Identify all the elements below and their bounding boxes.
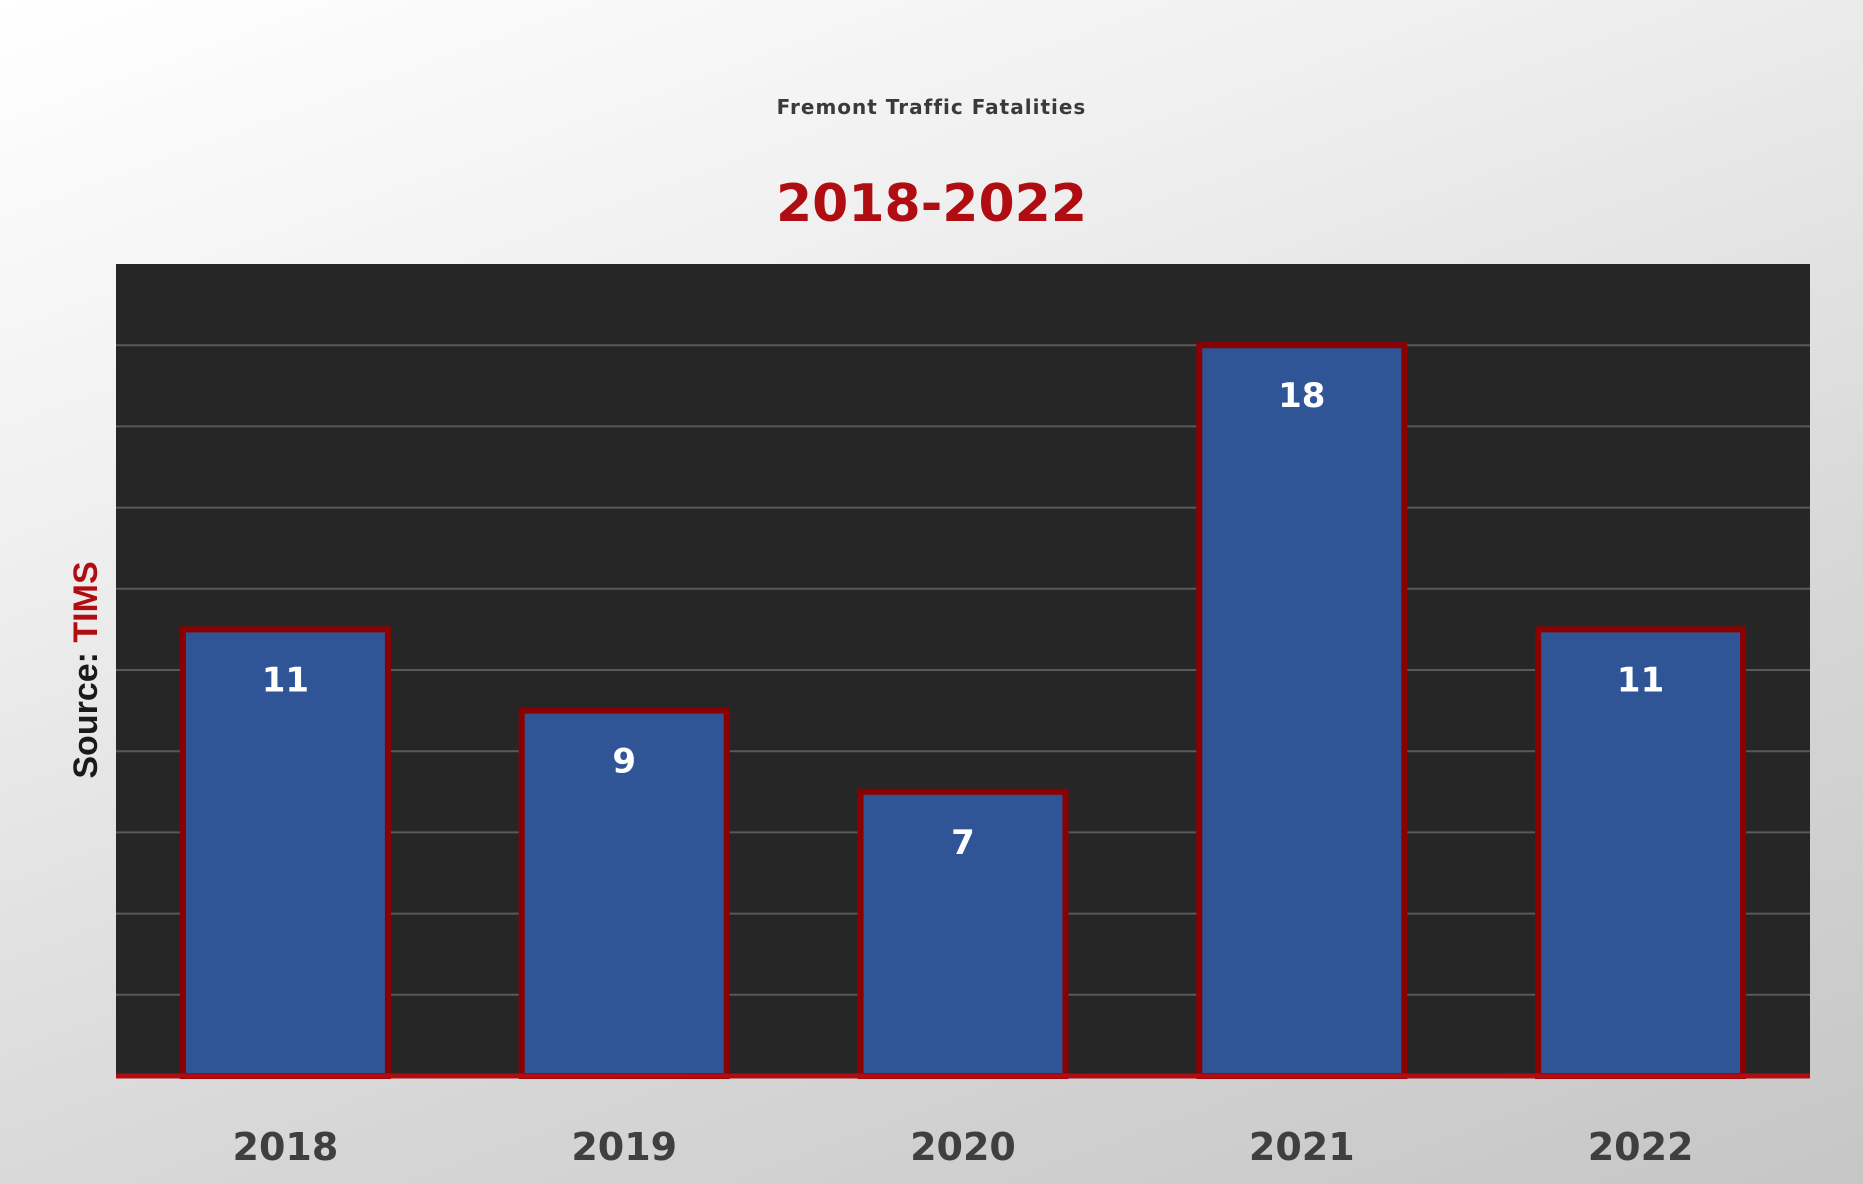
x-tick-label-2020: 2020 — [910, 1125, 1016, 1169]
data-label-2018: 11 — [262, 660, 309, 700]
gridlines — [116, 344, 1810, 996]
data-labels: 11 9 7 18 11 — [262, 376, 1665, 863]
data-label-2022: 11 — [1617, 660, 1664, 700]
data-label-2019: 9 — [612, 742, 636, 782]
data-label-2020: 7 — [951, 823, 975, 863]
x-tick-label-2021: 2021 — [1249, 1125, 1355, 1169]
x-tick-label-2022: 2022 — [1588, 1125, 1694, 1169]
chart-title: Fremont Traffic Fatalities — [776, 95, 1087, 119]
bar-2020 — [857, 788, 1069, 1079]
x-axis-ticks: 2018 2019 2020 2021 2022 — [233, 1125, 1694, 1169]
bar-2018 — [179, 626, 391, 1080]
x-tick-label-2018: 2018 — [233, 1125, 339, 1169]
bar-2019 — [518, 707, 730, 1079]
bars — [179, 342, 1747, 1080]
bar-2022 — [1535, 626, 1747, 1080]
x-tick-label-2019: 2019 — [571, 1125, 677, 1169]
chart-subtitle: 2018-2022 — [775, 174, 1088, 234]
bar-2021 — [1196, 342, 1408, 1079]
data-label-2021: 18 — [1278, 376, 1325, 416]
